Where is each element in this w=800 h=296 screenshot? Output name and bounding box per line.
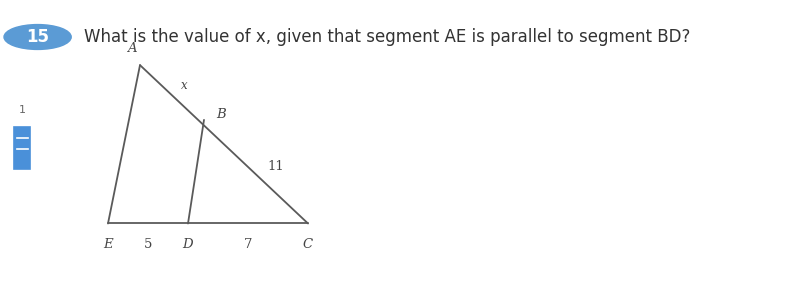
Text: What is the value of x, given that segment AE is parallel to segment BD?: What is the value of x, given that segme… [84,28,690,46]
Text: E: E [103,238,113,251]
Text: D: D [182,238,194,251]
Text: B: B [216,108,226,121]
Circle shape [4,25,71,49]
Bar [14,127,30,169]
Text: 1: 1 [19,104,26,115]
Text: 11: 11 [268,160,284,173]
Text: x: x [181,79,187,91]
Text: 7: 7 [244,238,252,251]
Text: 5: 5 [144,238,152,251]
Text: 15: 15 [26,28,49,46]
Text: C: C [303,238,313,251]
Text: A: A [127,42,137,55]
